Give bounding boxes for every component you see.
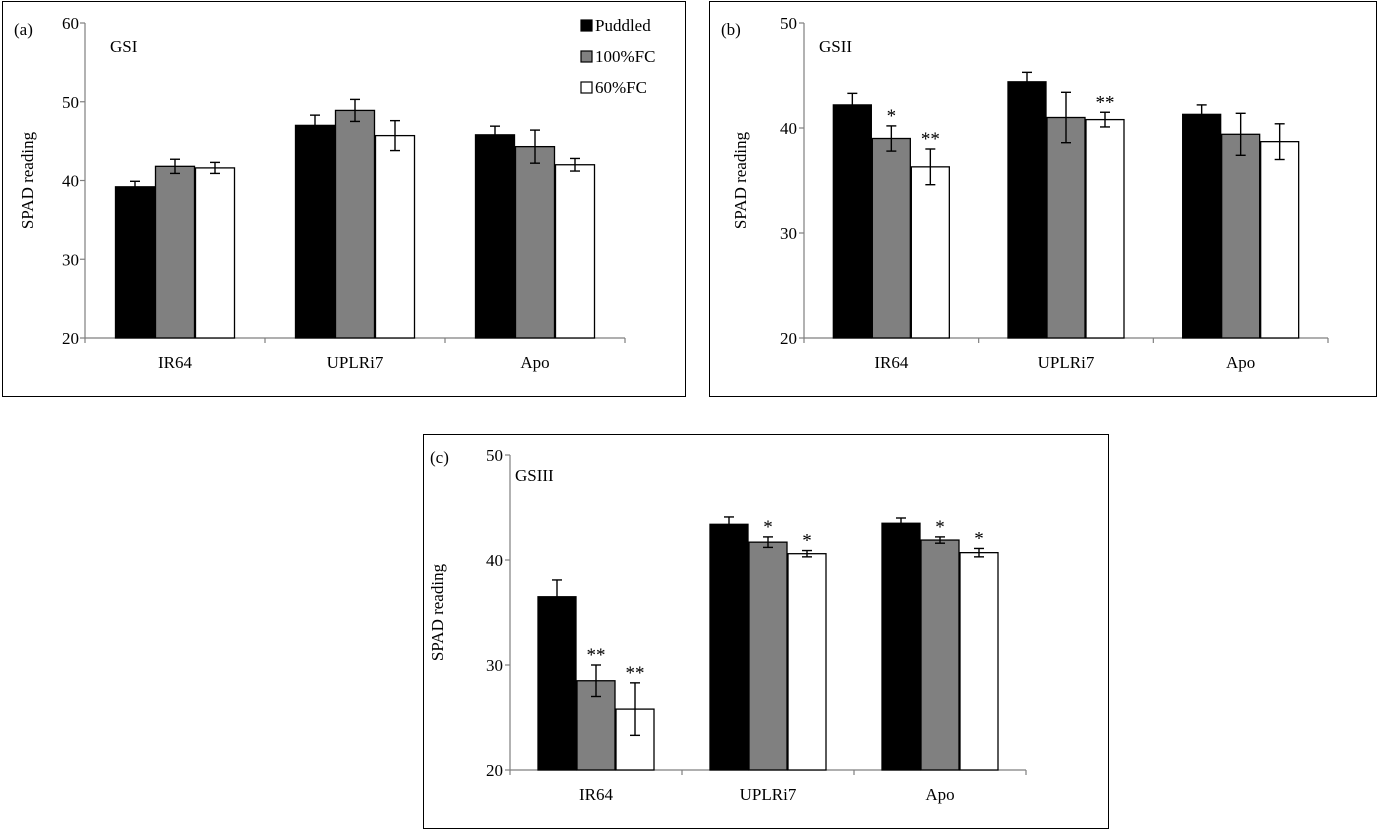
bar [832,104,872,339]
y-tick-label: 50 [486,446,503,465]
bar [1221,133,1261,339]
x-tick-label: IR64 [874,353,909,372]
x-tick-label: Apo [925,785,954,804]
legend-swatch [580,19,593,32]
significance-mark: ** [921,129,940,150]
chart-title: GSIII [515,466,554,485]
x-tick-label: UPLRi7 [1038,353,1095,372]
chart-panel-b: 20 30 40 50 IR64 UPLRi7 Apo * ** ** (b) GSII SPAD re… [709,1,1377,397]
bar [514,145,556,339]
y-tick-label: 30 [62,250,79,269]
chart-title: GSI [110,37,138,56]
chart-panel-a: 20 30 40 50 60 IR64 UPLRi7 Apo (a) GSI SPAD readin… [2,1,686,397]
x-tick-label: Apo [1226,353,1255,372]
bar [1085,118,1125,339]
y-axis-label: SPAD reading [18,131,37,229]
significance-mark: * [887,106,897,127]
x-tick-label: Apo [520,353,549,372]
legend-swatch [580,81,593,94]
y-tick-label: 20 [62,329,79,348]
y-tick-label: 40 [62,172,79,191]
y-tick-label: 30 [780,224,797,243]
significance-mark: * [974,528,984,549]
legend-label: 100%FC [595,47,655,66]
significance-mark: ** [587,645,606,666]
bar [920,539,960,771]
bar [959,552,999,771]
x-tick-label: UPLRi7 [327,353,384,372]
panel-label: (a) [14,20,33,39]
bar [154,165,196,339]
x-tick-label: IR64 [158,353,193,372]
y-tick-label: 40 [780,119,797,138]
bar [787,553,827,771]
bar [1260,140,1300,339]
bar [554,164,596,339]
bar [871,137,911,339]
significance-mark: * [763,517,773,538]
bar [114,186,156,339]
bar [374,134,416,339]
bar [709,523,749,771]
bar [194,167,236,339]
y-tick-label: 50 [62,93,79,112]
y-tick-label: 30 [486,656,503,675]
bar [334,109,376,339]
significance-mark: ** [1096,92,1115,113]
bar [474,134,516,339]
bar [537,596,577,771]
x-tick-label: UPLRi7 [740,785,797,804]
bar [1046,116,1086,339]
panel-label: (b) [721,20,741,39]
bar [748,541,788,771]
y-tick-label: 50 [780,14,797,33]
y-tick-label: 60 [62,14,79,33]
panel-label: (c) [430,448,449,467]
y-tick-label: 20 [780,329,797,348]
y-tick-label: 20 [486,761,503,780]
legend-swatch [580,50,593,63]
legend-label: Puddled [595,16,651,35]
bar [294,124,336,339]
chart-panel-c: 20 30 40 50 IR64 UPLRi7 Apo ** ** * * * * (c) GSIII SPA… [423,434,1109,829]
significance-mark: * [802,531,812,552]
bar-chart-gsi: 20 30 40 50 60 IR64 UPLRi7 Apo (a) GSI SPAD readin… [14,14,655,372]
x-tick-label: IR64 [579,785,614,804]
legend-label: 60%FC [595,78,647,97]
bar [1182,113,1222,339]
chart-title: GSII [819,37,852,56]
bar [881,522,921,771]
significance-mark: ** [626,663,645,684]
bar [1007,81,1047,339]
y-axis-label: SPAD reading [731,131,750,229]
bar [910,166,950,339]
y-axis-label: SPAD reading [428,563,447,661]
significance-mark: * [935,517,945,538]
y-tick-label: 40 [486,551,503,570]
